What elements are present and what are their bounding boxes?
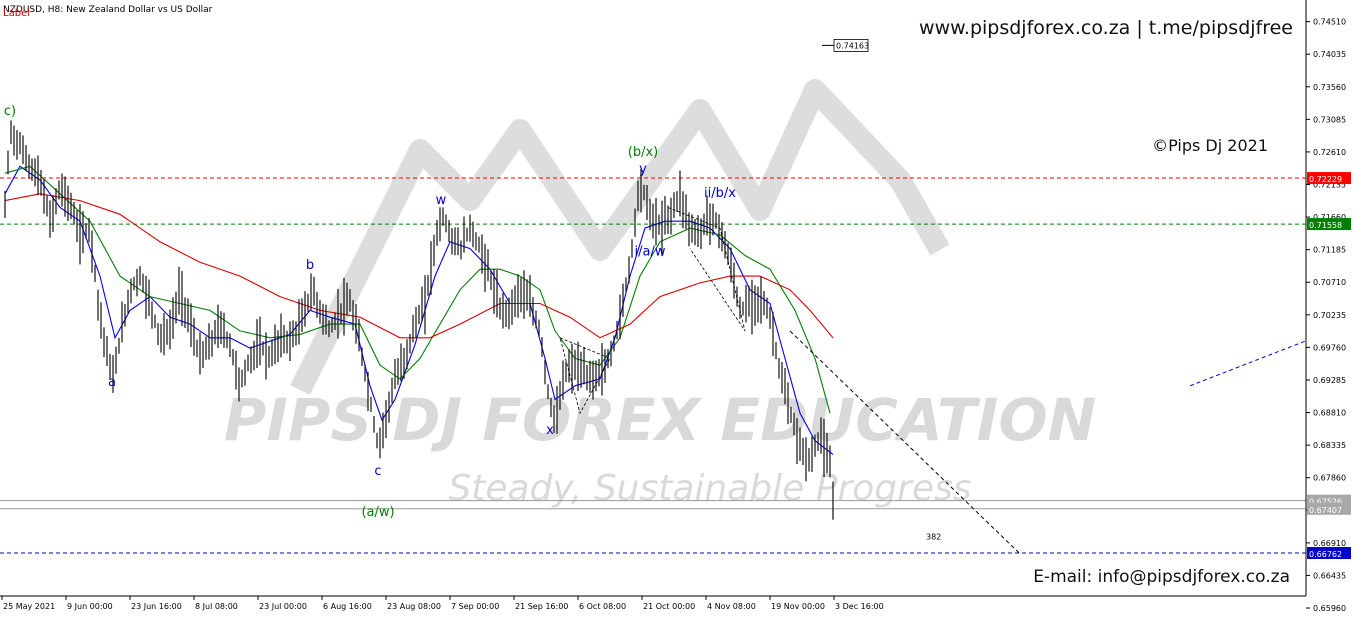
watermark-title: PIPS DJ FOREX EDUCATION (224, 386, 1096, 454)
y-tick-label: 0.70710 (1313, 278, 1346, 287)
wave-label: y (639, 162, 647, 177)
moving-average-line (4, 165, 831, 414)
price-axis: 0.74510 0.74035 0.73560 0.73085 0.72610 0.721… (1306, 18, 1346, 613)
time-axis: 25 May 2021 9 Jun 00:00 23 Jun 16:00 8 Jul … (1, 596, 884, 611)
x-tick-label: 8 Jul 08:00 (195, 602, 238, 611)
x-tick-label: 4 Nov 08:00 (707, 602, 756, 611)
wave-label: i/a/w (635, 244, 666, 259)
wave-label: w (436, 193, 447, 208)
wave-label: ii/b/x (704, 186, 736, 201)
x-tick-label: 19 Nov 00:00 (771, 602, 825, 611)
level-price-label: 0.72229 (1309, 175, 1342, 184)
y-tick-label: 0.74510 (1313, 18, 1346, 27)
y-tick-label: 0.68810 (1313, 409, 1346, 418)
level-price-label: 0.67407 (1309, 506, 1342, 515)
wave-label: c) (4, 104, 16, 119)
level-price-box (1307, 547, 1351, 560)
x-tick-label: 21 Oct 00:00 (643, 602, 695, 611)
level-price-label: 0.67526 (1309, 498, 1342, 507)
wave-label: a (108, 375, 116, 390)
y-tick-label: 0.71660 (1313, 213, 1346, 222)
x-tick-label: 6 Aug 16:00 (323, 602, 372, 611)
x-tick-label: 21 Sep 16:00 (515, 602, 568, 611)
level-price-box (1307, 218, 1351, 231)
wave-label: x (546, 423, 554, 438)
y-tick-label: 0.70235 (1313, 311, 1346, 320)
wave-channel (667, 207, 746, 332)
fib-level-label: 382 (926, 532, 941, 541)
y-tick-label: 0.69285 (1313, 376, 1346, 385)
x-tick-label: 6 Oct 08:00 (579, 602, 626, 611)
y-tick-label: 0.66910 (1313, 539, 1346, 548)
moving-average-line (4, 193, 834, 339)
level-price-label: 0.71558 (1309, 221, 1342, 230)
watermark-logo: PIPS DJ FOREX EDUCATION Steady, Sustaina… (224, 79, 1096, 509)
label-object: Label (3, 8, 30, 19)
x-tick-label: 23 Jul 00:00 (259, 602, 307, 611)
y-tick-label: 0.74035 (1313, 50, 1346, 59)
wave-label: c (374, 464, 381, 479)
y-tick-label: 0.72610 (1313, 148, 1346, 157)
price-bars (4, 120, 834, 520)
price-tag-text: 0.74163 (836, 41, 869, 50)
x-tick-label: 3 Dec 16:00 (835, 602, 884, 611)
y-tick-label: 0.68335 (1313, 441, 1346, 450)
y-tick-label: 0.73085 (1313, 115, 1346, 124)
level-price-box (1307, 502, 1351, 515)
wave-labels: c) a b c (a/w) w x (b/x) y i/a/w ii/b/x (4, 104, 736, 520)
copyright-text: ©Pips Dj 2021 (1152, 136, 1268, 155)
trendlines: 382 (559, 207, 1306, 555)
x-tick-label: 7 Sep 00:00 (451, 602, 499, 611)
y-tick-label: 0.73560 (1313, 83, 1346, 92)
watermark-mountain-icon (290, 79, 950, 395)
email-text: E-mail: info@pipsdjforex.co.za (1033, 567, 1290, 587)
y-tick-label: 0.65960 (1313, 604, 1346, 613)
wave-label: (b/x) (628, 145, 658, 160)
website-line: www.pipsdjforex.co.za | t.me/pipsdjfree (919, 17, 1293, 39)
level-price-box (1307, 172, 1351, 185)
price-tag-box (833, 39, 869, 52)
trendline (789, 330, 1021, 555)
y-tick-label: 0.69760 (1313, 343, 1346, 352)
wave-label: (a/w) (361, 505, 394, 520)
y-tick-label: 0.71185 (1313, 246, 1346, 255)
x-tick-label: 23 Jun 16:00 (131, 602, 182, 611)
watermark-slogan: Steady, Sustainable Progress (448, 468, 971, 509)
wave-label: b (306, 258, 314, 273)
y-tick-label: 0.66435 (1313, 571, 1346, 580)
y-tick-label: 0.72135 (1313, 180, 1346, 189)
level-price-label: 0.66762 (1309, 550, 1342, 559)
y-tick-label: 0.67860 (1313, 474, 1346, 483)
x-tick-label: 25 May 2021 (3, 602, 55, 611)
wave-channel (559, 337, 611, 415)
symbol-title: NZDUSD, H8: New Zealand Dollar vs US Dol… (3, 5, 213, 15)
x-tick-label: 23 Aug 08:00 (387, 602, 441, 611)
x-tick-label: 9 Jun 00:00 (67, 602, 113, 611)
